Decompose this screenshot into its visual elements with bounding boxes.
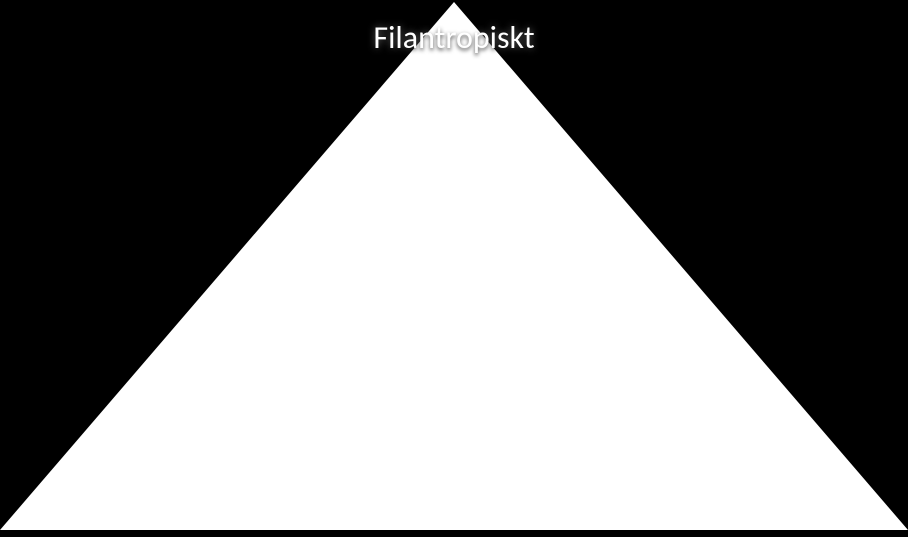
triangle-shape bbox=[0, 2, 908, 530]
pyramid-diagram: Filantropiskt bbox=[0, 0, 908, 533]
apex-label: Filantropiskt bbox=[373, 18, 534, 57]
